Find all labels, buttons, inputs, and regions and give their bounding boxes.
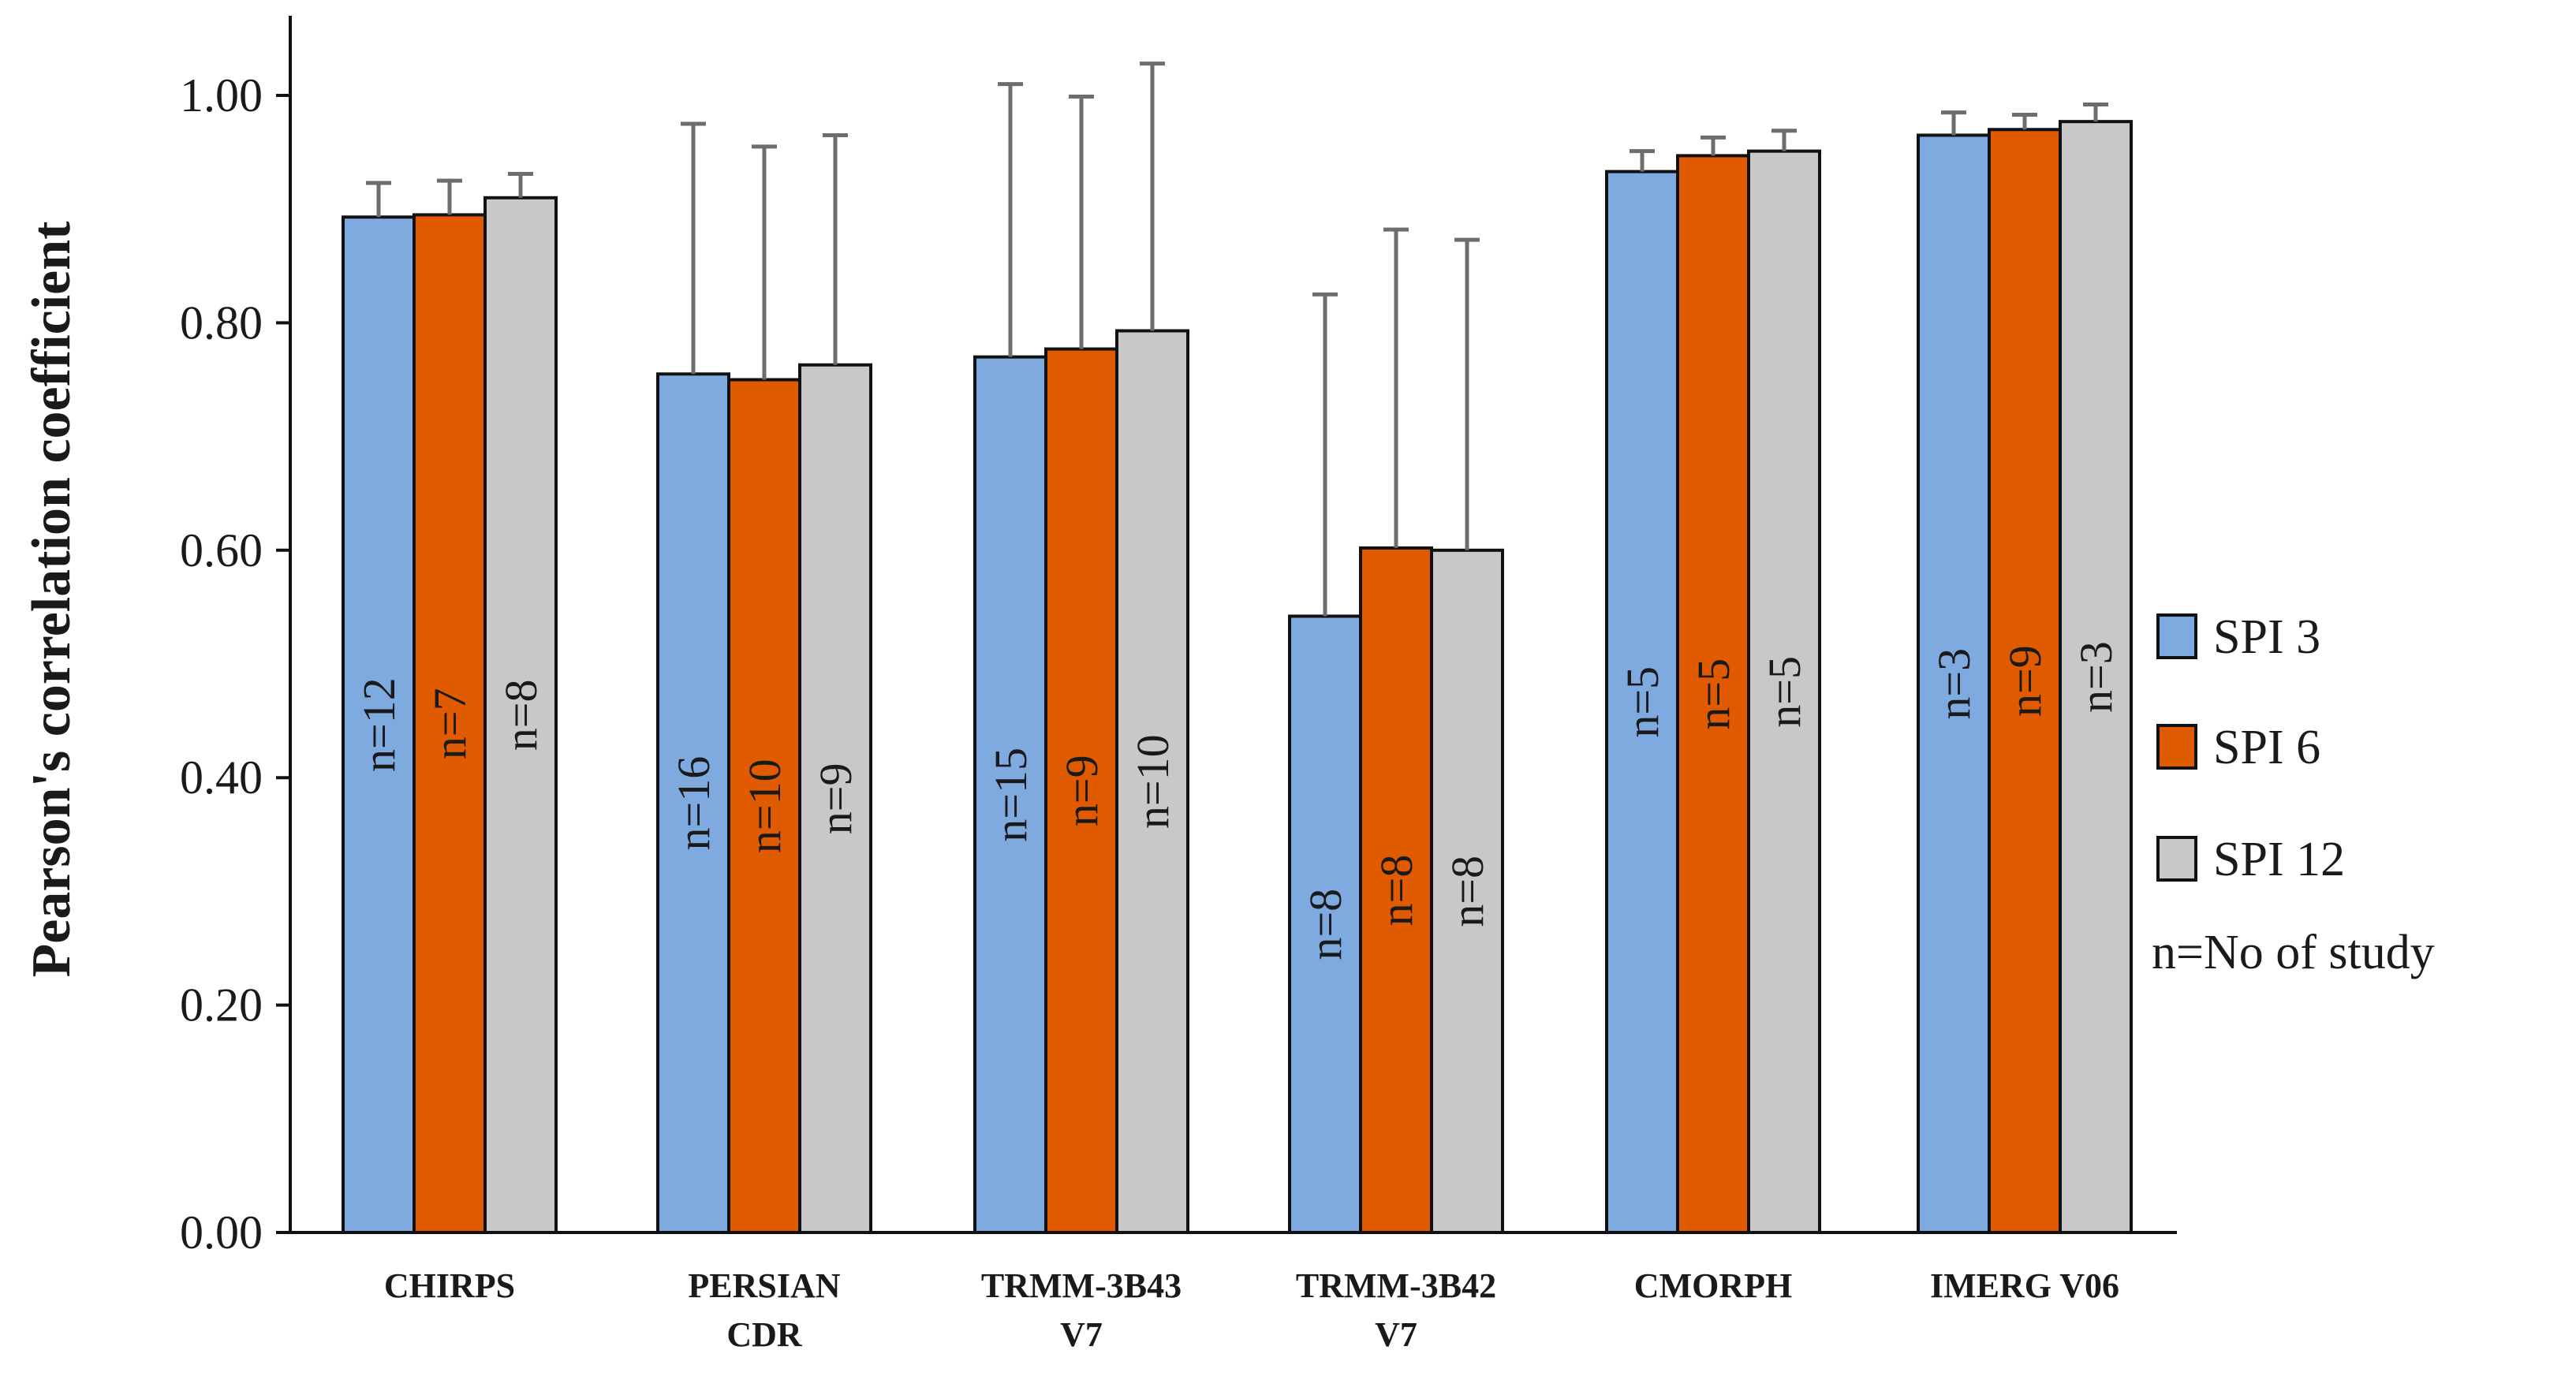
error-bars (366, 62, 2108, 617)
legend: SPI 3 SPI 6 SPI 12 n=No of study (2152, 610, 2435, 979)
category-label: V7 (1060, 1315, 1103, 1354)
category-label: IMERG V06 (1930, 1266, 2119, 1305)
n-label: n=12 (353, 677, 405, 772)
bar (342, 215, 416, 1235)
y-tick-label: 0.80 (180, 296, 263, 349)
n-label: n=3 (2070, 641, 2122, 713)
n-label: n=7 (424, 688, 476, 759)
y-axis: 0.00 0.20 0.40 0.60 0.80 1.00 (180, 16, 292, 1259)
n-label: n=8 (1371, 855, 1422, 927)
n-label: n=3 (1928, 648, 1980, 720)
y-tick-label: 1.00 (180, 69, 263, 121)
category-label: CHIRPS (384, 1266, 515, 1305)
legend-swatch (2156, 836, 2197, 882)
legend-swatch (2156, 724, 2197, 770)
n-labels: n=12 n=16 n=15 n=8 n=5 n=3 n=7 n=10 n=9 n=8 n=5 n=9… (353, 641, 2122, 960)
category-label: PERSIAN (688, 1266, 840, 1305)
n-label: n=8 (1300, 889, 1351, 960)
bar (656, 372, 730, 1234)
n-label: n=15 (985, 748, 1036, 842)
legend-note: n=No of study (2152, 926, 2435, 979)
n-label: n=9 (1056, 755, 1107, 826)
category-labels: CHIRPS PERSIAN CDR TRMM-3B43 V7 TRMM-3B42 V7 CM… (384, 1266, 2119, 1354)
bar (1044, 347, 1118, 1234)
legend-label: SPI 6 (2213, 721, 2320, 774)
bar (483, 196, 558, 1234)
bar (1988, 128, 2062, 1234)
category-label: TRMM-3B42 (1296, 1266, 1496, 1305)
legend-label: SPI 3 (2213, 610, 2320, 664)
n-label: n=16 (668, 756, 719, 851)
category-label: V7 (1375, 1315, 1417, 1354)
n-label: n=10 (1127, 734, 1178, 829)
bars (342, 120, 2133, 1235)
n-label: n=9 (810, 763, 861, 835)
y-axis-label: Pearson's correlation coefficient (21, 222, 82, 978)
bar (2059, 120, 2133, 1234)
n-label: n=9 (1999, 645, 2051, 717)
y-tick-label: 0.00 (180, 1206, 263, 1259)
n-label: n=10 (739, 759, 790, 853)
y-tick-label: 0.60 (180, 524, 263, 576)
category-label: CDR (726, 1315, 803, 1354)
bar (727, 378, 801, 1234)
legend-label: SPI 12 (2213, 833, 2345, 886)
n-label: n=8 (1442, 856, 1493, 927)
n-label: n=5 (1688, 658, 1739, 730)
legend-swatch (2156, 613, 2197, 659)
n-label: n=5 (1617, 666, 1668, 738)
bar (1676, 154, 1750, 1234)
category-label: CMORPH (1634, 1266, 1792, 1305)
n-label: n=8 (495, 680, 547, 751)
y-tick-label: 0.40 (180, 751, 263, 804)
n-label: n=5 (1759, 656, 1810, 728)
y-tick-label: 0.20 (180, 979, 263, 1031)
bar (1747, 149, 1821, 1235)
category-label: TRMM-3B43 (981, 1266, 1182, 1305)
